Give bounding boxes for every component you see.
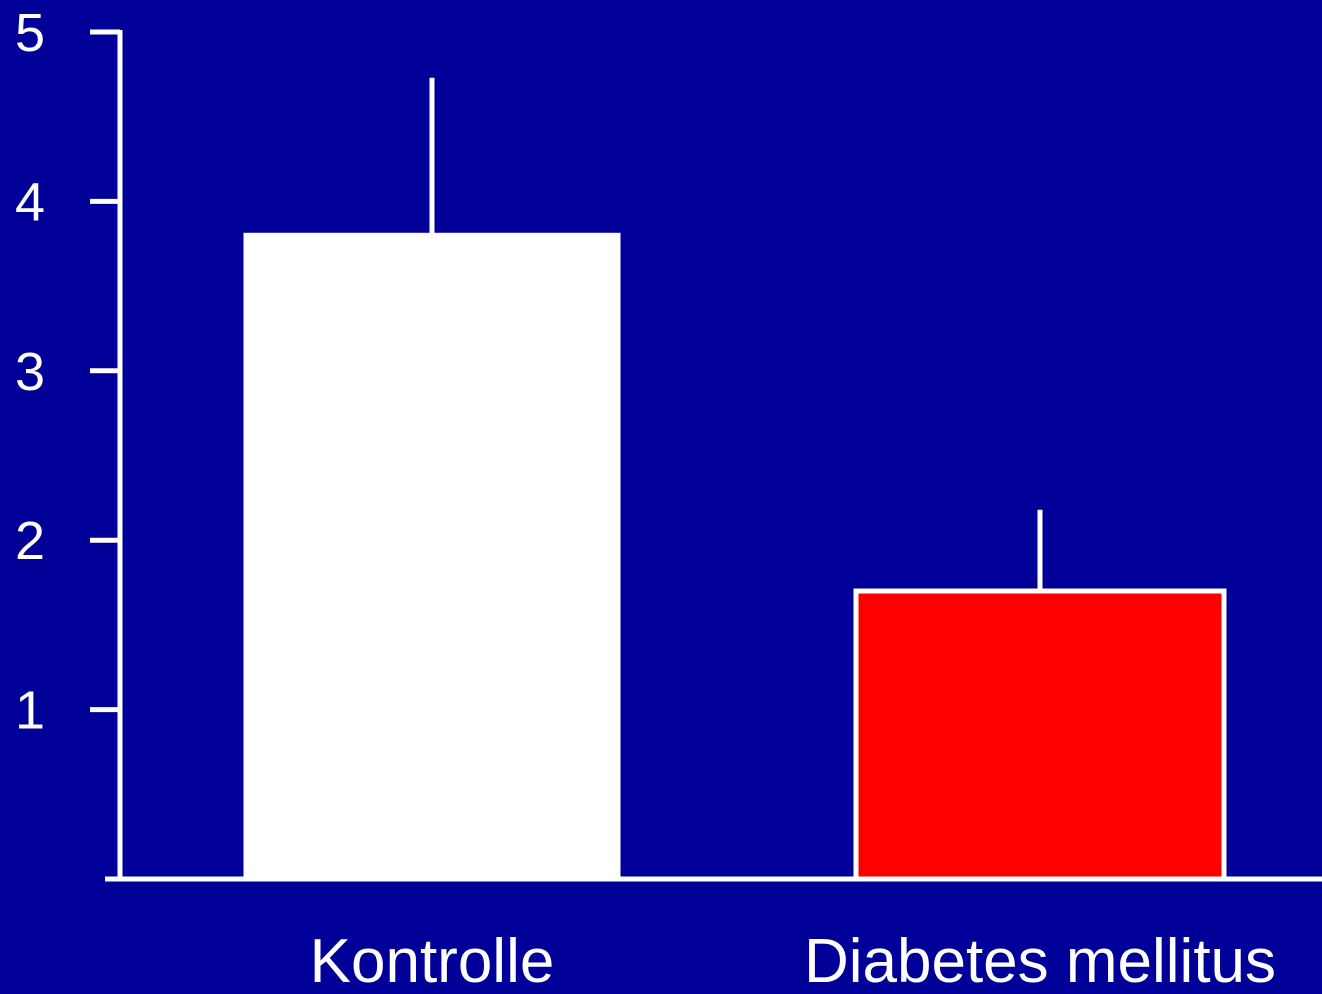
bars [243, 77, 1227, 882]
y-tick-label: 1 [15, 681, 45, 741]
x-axis-labels: Kontrolle Diabetes mellitus [310, 927, 1276, 994]
y-tick-label: 4 [15, 172, 45, 232]
y-axis-ticks: 1 2 3 4 5 [15, 3, 120, 741]
y-tick-label: 3 [15, 342, 45, 402]
y-tick-label: 2 [15, 511, 45, 571]
x-category-label: Kontrolle [310, 927, 555, 989]
bar-kontrolle [243, 232, 621, 882]
y-tick-label: 5 [15, 3, 45, 63]
x-category-label: Diabetes mellitus [804, 927, 1276, 989]
bar-diabetes-mellitus [853, 588, 1227, 882]
